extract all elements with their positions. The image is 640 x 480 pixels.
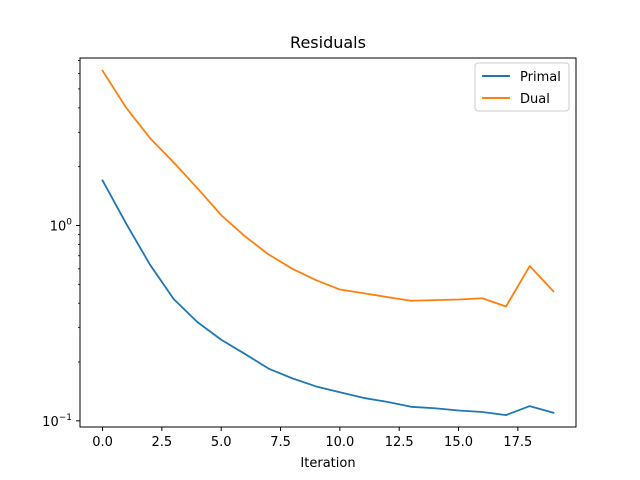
chart-title: Residuals <box>290 33 366 52</box>
x-tick-label: 17.5 <box>503 435 532 450</box>
x-tick-label: 15.0 <box>444 435 473 450</box>
x-axis-ticks: 0.0 2.5 5.0 7.5 10.0 12.5 15.0 17.5 <box>92 427 532 450</box>
x-axis-label: Iteration <box>300 456 355 471</box>
series-line-primal <box>101 179 555 417</box>
legend-label-dual: Dual <box>520 92 550 107</box>
y-tick-label: 10−1 <box>42 413 72 430</box>
y-axis-ticks: 100 10−1 <box>42 59 80 430</box>
legend: Primal Dual <box>474 62 570 112</box>
legend-label-primal: Primal <box>520 70 561 85</box>
x-tick-label: 12.5 <box>385 435 414 450</box>
series-layer <box>101 69 555 417</box>
x-tick-label: 0.0 <box>92 435 113 450</box>
series-line-dual <box>101 69 555 308</box>
x-tick-label: 10.0 <box>325 435 354 450</box>
y-tick-label: 100 <box>50 217 73 234</box>
x-tick-label: 5.0 <box>211 435 232 450</box>
plot-area-frame <box>79 57 577 428</box>
x-tick-label: 2.5 <box>152 435 173 450</box>
x-tick-label: 7.5 <box>270 435 291 450</box>
